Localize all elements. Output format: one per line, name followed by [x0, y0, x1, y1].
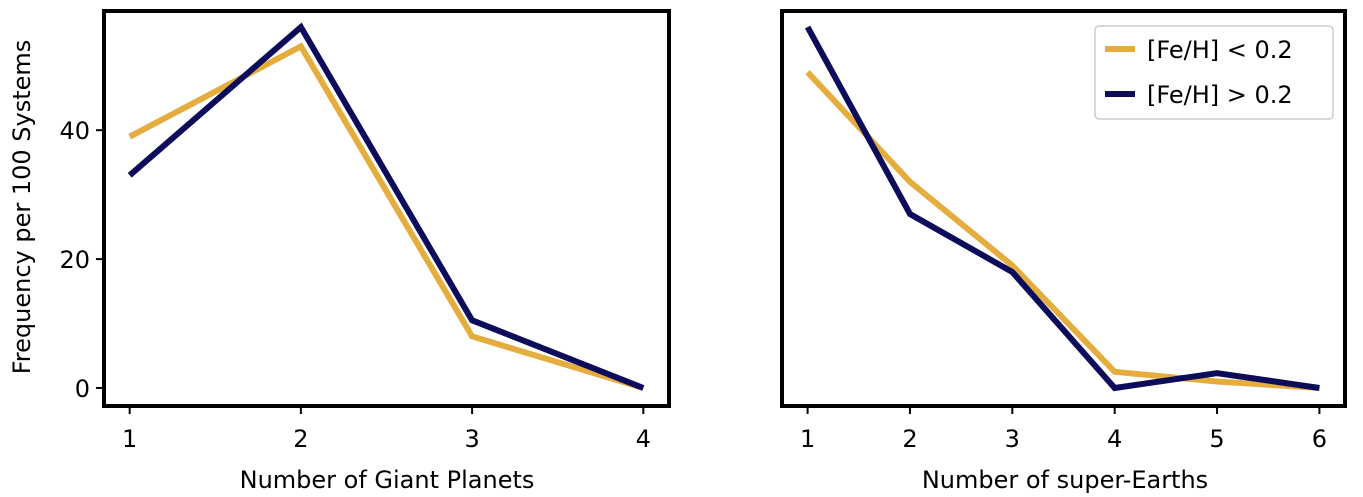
x-tick-label: 1	[800, 425, 815, 453]
x-tick-label: 3	[1005, 425, 1020, 453]
x-tick-label: 6	[1312, 425, 1327, 453]
legend-label: [Fe/H] > 0.2	[1147, 81, 1293, 109]
y-tick-label: 40	[59, 117, 90, 145]
series-line-high-metallicity	[804, 25, 1320, 392]
x-tick-label: 2	[293, 425, 308, 453]
x-axis-label-giant-planets: Number of Giant Planets	[240, 466, 535, 494]
x-tick-label: 4	[636, 425, 651, 453]
super-earths-panel: 1 2 3 4 5 6 [Fe/H] < 0.2 [Fe/H] > 0.2	[780, 9, 1347, 453]
x-tick-label: 4	[1107, 425, 1122, 453]
series-line-low-metallicity	[128, 42, 645, 391]
x-tick-label: 3	[464, 425, 479, 453]
x-tick-label: 2	[902, 425, 917, 453]
series-line-high-metallicity	[127, 22, 645, 391]
y-tick-label: 20	[59, 246, 90, 274]
y-axis-label: Frequency per 100 Systems	[8, 40, 36, 375]
x-tick-label: 1	[122, 425, 137, 453]
legend: [Fe/H] < 0.2 [Fe/H] > 0.2	[1094, 25, 1334, 120]
x-axis-label-super-earths: Number of super-Earths	[922, 466, 1208, 494]
plot-frame	[780, 9, 1347, 408]
legend-box	[1094, 25, 1334, 120]
y-tick-label: 0	[75, 375, 90, 403]
legend-label: [Fe/H] < 0.2	[1147, 36, 1293, 64]
series-line-low-metallicity	[805, 70, 1320, 391]
x-tick-label: 5	[1209, 425, 1224, 453]
plot-frame	[102, 9, 671, 408]
